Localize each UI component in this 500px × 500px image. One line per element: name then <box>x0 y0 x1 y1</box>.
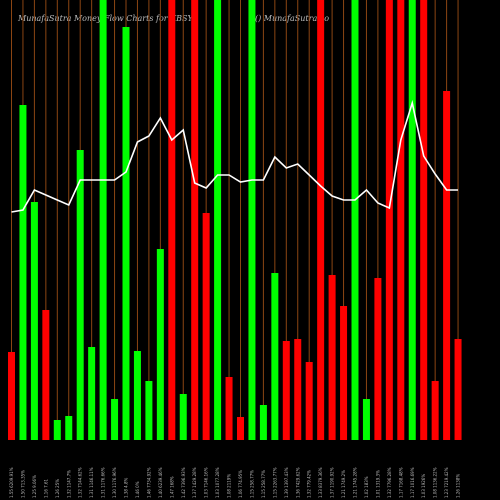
x-tick-label: 1.03 1926% <box>421 474 426 498</box>
x-tick-label: 1.36 7429.62% <box>295 467 300 498</box>
money-flow-bar <box>340 306 348 440</box>
money-flow-bar <box>282 341 290 440</box>
x-tick-label: 1.30 1176.96% <box>112 467 117 498</box>
price-line <box>11 99 459 213</box>
money-flow-bar <box>431 381 439 440</box>
x-tick-label: 1.37 1190.92% <box>330 467 335 498</box>
x-tick-label: 1.32 7144.62% <box>78 467 83 498</box>
x-tick-label: 1.32 1147.7% <box>66 470 71 498</box>
money-flow-bar <box>111 399 119 440</box>
x-tick-label: 1.25 9.06% <box>32 475 37 498</box>
money-flow-bar <box>19 105 27 440</box>
x-tick-label: 1.31 1176.66% <box>101 467 106 498</box>
x-tick-label: 1.15 258.77% <box>261 470 266 498</box>
x-tick-label: 1.01 1319.3% <box>375 470 380 498</box>
money-flow-bar <box>225 377 233 440</box>
x-tick-label: 1.16 7.61 <box>43 478 48 498</box>
x-tick-label: 1.42 7396.93% <box>181 467 186 498</box>
x-tick-label: 1.26 1138% <box>456 474 461 498</box>
money-flow-bar <box>8 352 15 440</box>
x-tick-label: 1.50 713.35% <box>20 470 25 498</box>
x-tick-label: 1.17 7168.48% <box>398 467 403 498</box>
x-tick-label: 1.03 7146.16% <box>204 467 209 498</box>
x-tick-label: 1.46 7734.92% <box>146 467 151 498</box>
money-flow-bar <box>168 0 176 440</box>
money-flow-bar <box>99 0 107 440</box>
x-tick-label: 1.32 7796.28% <box>387 467 392 498</box>
money-flow-bar <box>88 347 96 440</box>
money-flow-bar <box>145 381 153 440</box>
money-flow-bar <box>42 310 50 440</box>
x-tick-label: 1.08 2119% <box>227 474 232 498</box>
money-flow-bar <box>408 0 416 440</box>
money-flow-bar <box>65 416 73 440</box>
x-tick-label: 1.23 7219.42% <box>444 467 449 498</box>
x-tick-label: 1.39 1397.43% <box>284 467 289 498</box>
money-flow-bar <box>443 91 451 440</box>
money-flow-bar <box>351 0 359 440</box>
money-flow-bar <box>397 0 405 440</box>
money-flow-bar <box>248 0 256 440</box>
x-tick-label: 1.08 1136.22% <box>433 467 438 498</box>
money-flow-bar <box>294 339 302 440</box>
x-tick-label: 1.26 25% <box>55 479 60 498</box>
money-flow-bar <box>30 202 38 440</box>
x-tick-label: 1.06 774.95% <box>238 470 243 498</box>
money-flow-bar <box>53 420 61 440</box>
x-tick-label: 1.21 1745.28% <box>353 467 358 498</box>
x-tick-label: 1.32 779.42% <box>307 470 312 498</box>
money-flow-bar <box>179 394 187 440</box>
money-flow-bar <box>191 0 199 440</box>
x-tick-label: 1.02 183% <box>364 476 369 498</box>
money-flow-bar <box>76 150 84 440</box>
money-flow-bar <box>385 0 393 440</box>
money-flow-bar <box>271 273 279 440</box>
money-flow-bar <box>133 351 141 440</box>
x-tick-label: 1.38 4.8% <box>124 477 129 498</box>
money-flow-bar <box>317 0 325 440</box>
money-flow-bar <box>362 399 370 440</box>
money-flow-bar <box>305 362 313 440</box>
money-flow-bar <box>202 213 210 440</box>
money-flow-bar <box>420 0 428 440</box>
money-flow-bar <box>237 417 244 440</box>
x-tick-label: 1.03 1077.28% <box>215 467 220 498</box>
x-tick-label: 1.55 6209.91% <box>9 467 14 498</box>
x-tick-label: 1.21 1749.2% <box>341 470 346 498</box>
x-tick-label: 1.15 2263.77% <box>272 467 277 498</box>
money-flow-bar <box>259 405 267 440</box>
money-flow-bar <box>454 339 462 440</box>
money-flow-bar <box>122 27 130 440</box>
x-tick-label: 1.33 8379.36% <box>318 467 323 498</box>
x-tick-label: 1.47 168% <box>169 476 174 498</box>
x-tick-label: 1.31 1146.11% <box>89 467 94 498</box>
money-flow-bar <box>374 278 382 440</box>
money-flow-bar <box>328 275 336 440</box>
x-tick-label: 1.40 6239.46% <box>158 467 163 498</box>
x-tick-label: 1.17 1016.69% <box>410 467 415 498</box>
money-flow-bar <box>156 249 164 440</box>
money-flow-bar <box>214 0 222 440</box>
x-tick-label: 1.37 1429.28% <box>192 467 197 498</box>
x-tick-label: 1.46 0% <box>135 481 140 498</box>
x-tick-label: 1.15 258.77% <box>249 470 254 498</box>
chart-title-right: () MunafaSutra.co <box>255 14 330 23</box>
